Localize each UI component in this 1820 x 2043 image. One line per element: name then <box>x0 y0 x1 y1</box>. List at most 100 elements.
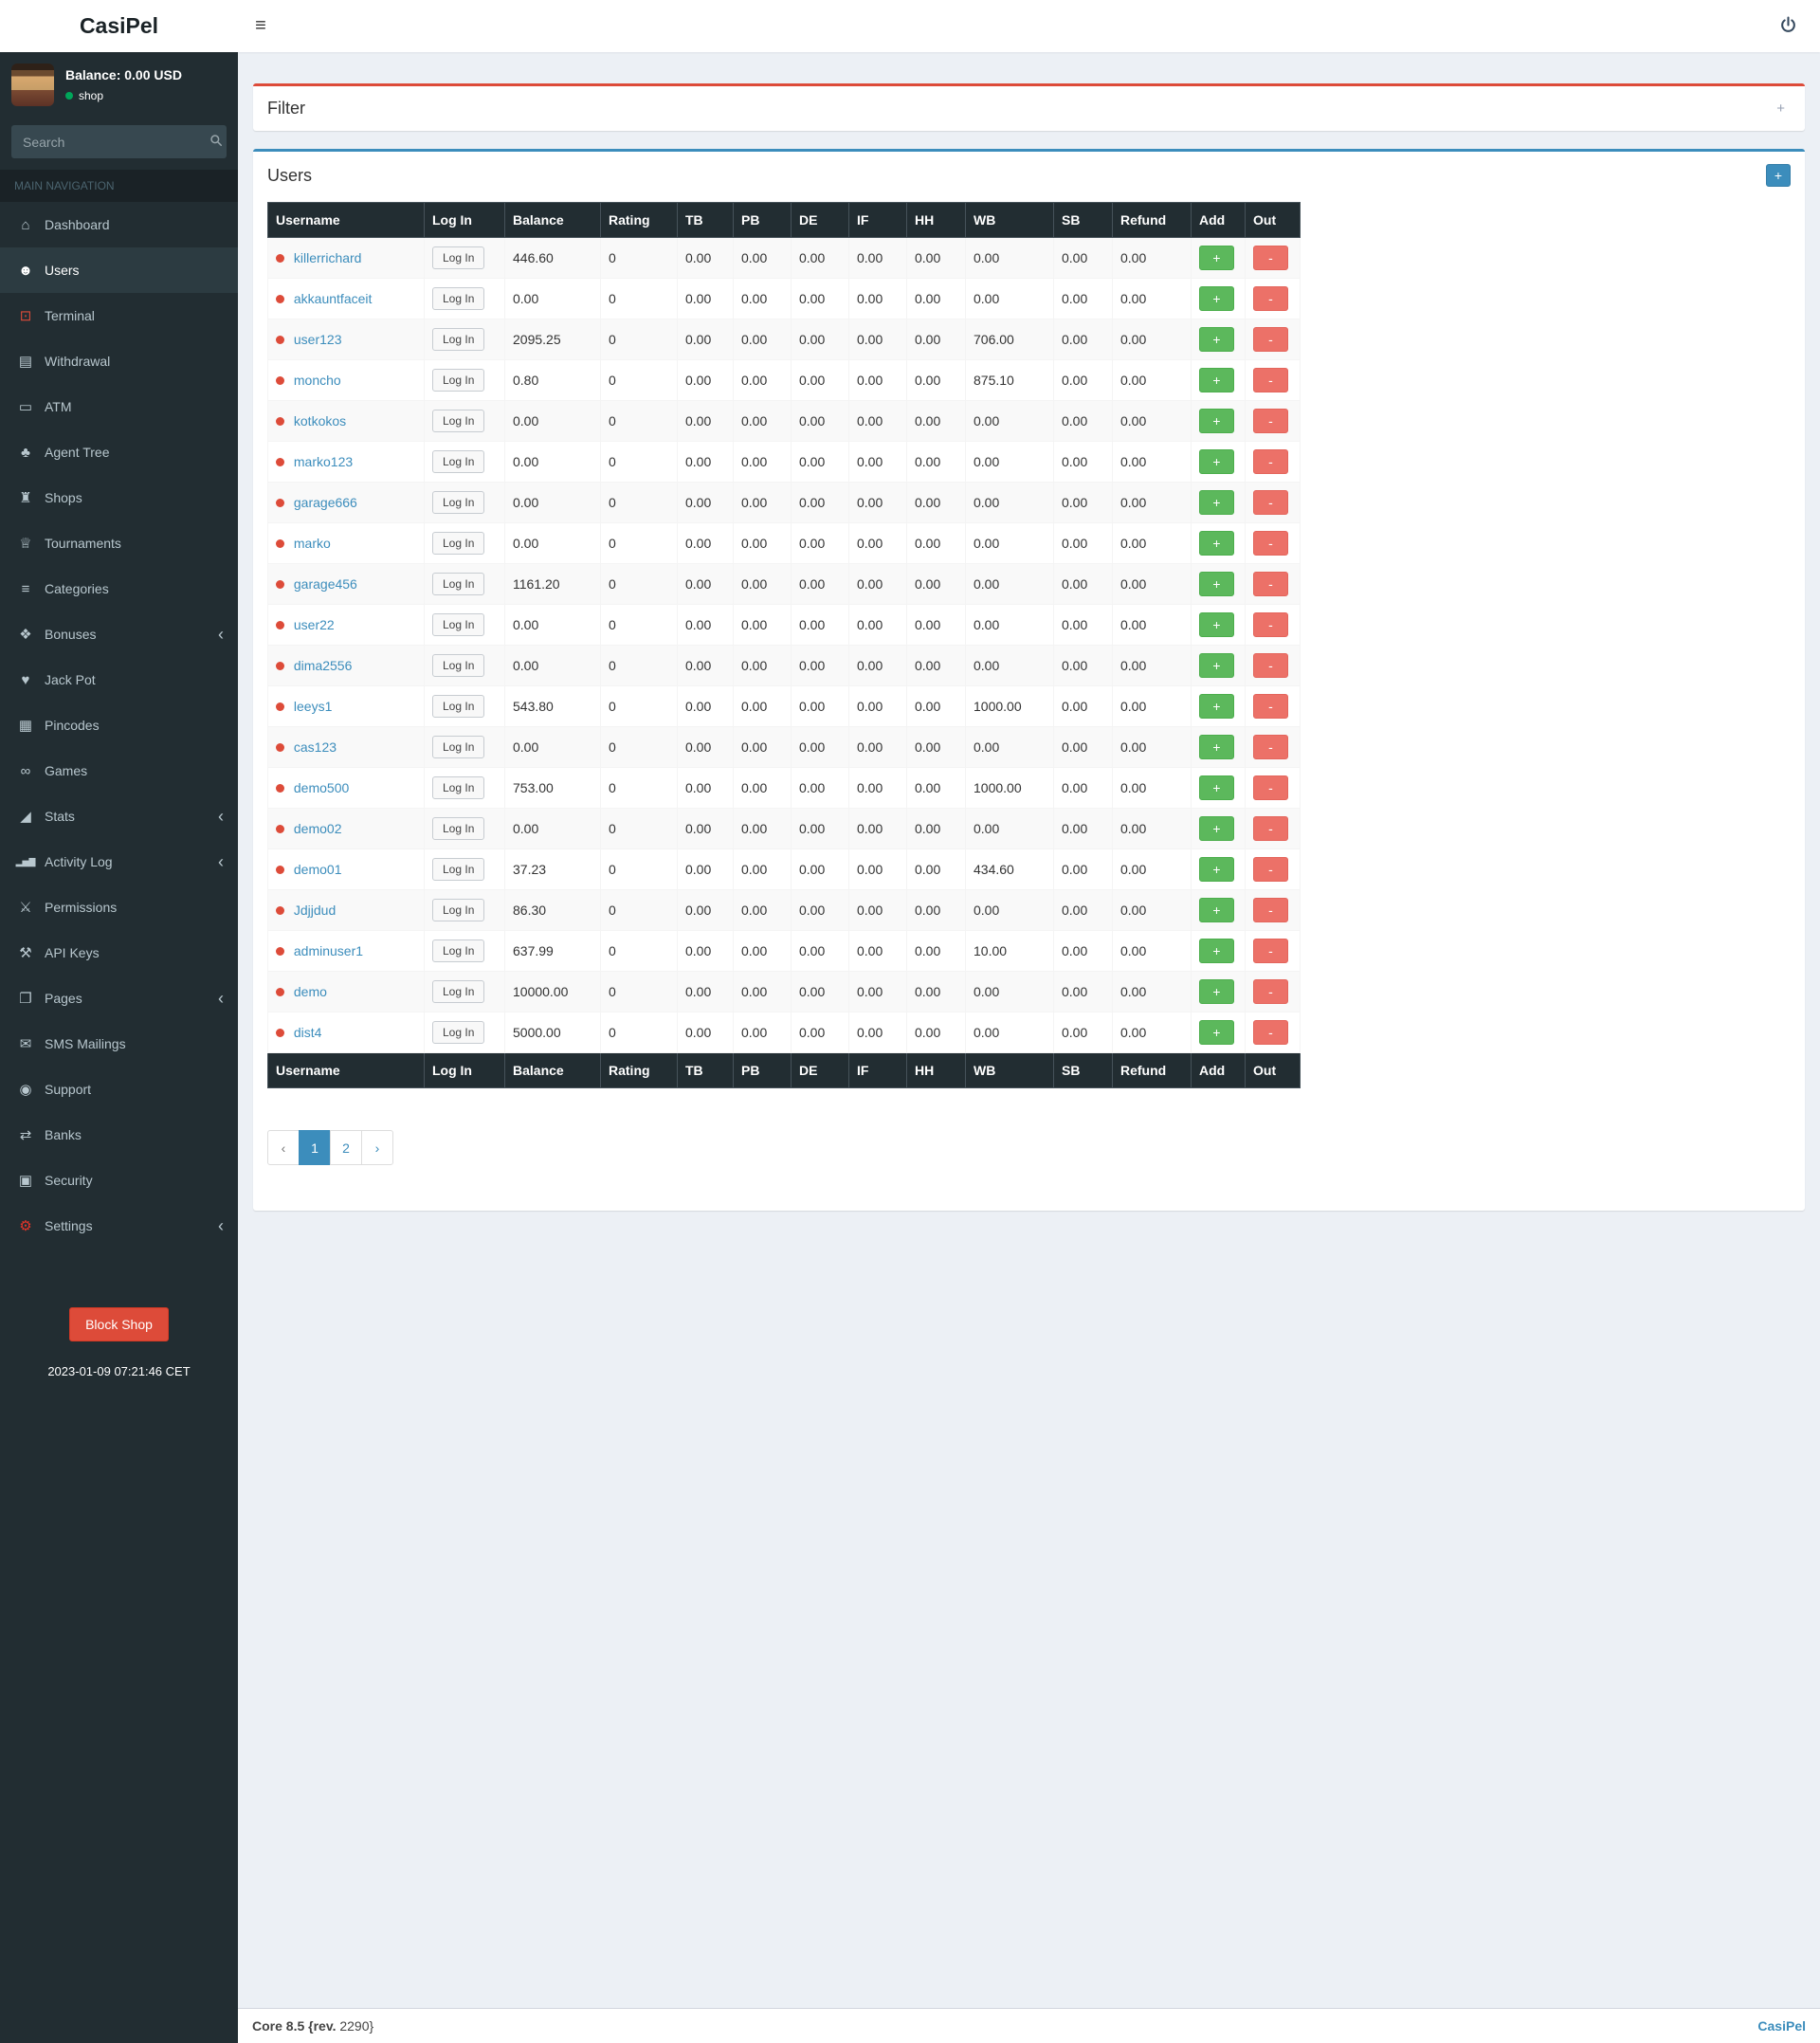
remove-balance-button[interactable]: - <box>1253 979 1288 1004</box>
remove-balance-button[interactable]: - <box>1253 368 1288 392</box>
sidebar-item-activity-log[interactable]: ▂▅▇ Activity Log ‹ <box>0 839 238 885</box>
sidebar-item-banks[interactable]: ⇄ Banks <box>0 1112 238 1158</box>
username-link[interactable]: demo01 <box>293 862 342 877</box>
add-balance-button[interactable]: + <box>1199 694 1234 719</box>
username-link[interactable]: user22 <box>293 617 335 632</box>
block-shop-button[interactable]: Block Shop <box>69 1307 169 1341</box>
add-balance-button[interactable]: + <box>1199 735 1234 759</box>
add-balance-button[interactable]: + <box>1199 612 1234 637</box>
remove-balance-button[interactable]: - <box>1253 857 1288 882</box>
remove-balance-button[interactable]: - <box>1253 246 1288 270</box>
sidebar-item-pincodes[interactable]: ▦ Pincodes <box>0 702 238 748</box>
login-button[interactable]: Log In <box>432 654 485 677</box>
login-button[interactable]: Log In <box>432 980 485 1003</box>
login-button[interactable]: Log In <box>432 817 485 840</box>
add-balance-button[interactable]: + <box>1199 939 1234 963</box>
sidebar-item-api-keys[interactable]: ⚒ API Keys <box>0 930 238 976</box>
pagination-page-1[interactable]: 1 <box>299 1130 331 1165</box>
login-button[interactable]: Log In <box>432 1021 485 1044</box>
add-balance-button[interactable]: + <box>1199 449 1234 474</box>
sidebar-item-security[interactable]: ▣ Security <box>0 1158 238 1203</box>
remove-balance-button[interactable]: - <box>1253 898 1288 922</box>
brand-logo[interactable]: CasiPel <box>79 13 159 38</box>
add-balance-button[interactable]: + <box>1199 775 1234 800</box>
sidebar-item-stats[interactable]: ◢ Stats ‹ <box>0 793 238 839</box>
remove-balance-button[interactable]: - <box>1253 816 1288 841</box>
remove-balance-button[interactable]: - <box>1253 490 1288 515</box>
sidebar-item-pages[interactable]: ❐ Pages ‹ <box>0 976 238 1021</box>
sidebar-item-categories[interactable]: ≡ Categories <box>0 566 238 611</box>
pagination-prev[interactable]: ‹ <box>267 1130 300 1165</box>
login-button[interactable]: Log In <box>432 939 485 962</box>
remove-balance-button[interactable]: - <box>1253 1020 1288 1045</box>
login-button[interactable]: Log In <box>432 736 485 758</box>
pagination-page-2[interactable]: 2 <box>330 1130 362 1165</box>
username-link[interactable]: marko <box>293 536 331 551</box>
sidebar-item-sms-mailings[interactable]: ✉ SMS Mailings <box>0 1021 238 1067</box>
search-input[interactable] <box>11 125 206 158</box>
login-button[interactable]: Log In <box>432 410 485 432</box>
add-balance-button[interactable]: + <box>1199 816 1234 841</box>
username-link[interactable]: dima2556 <box>293 658 353 673</box>
logout-button[interactable] <box>1779 16 1797 37</box>
login-button[interactable]: Log In <box>432 369 485 392</box>
remove-balance-button[interactable]: - <box>1253 612 1288 637</box>
remove-balance-button[interactable]: - <box>1253 939 1288 963</box>
sidebar-item-jack-pot[interactable]: ♥ Jack Pot <box>0 657 238 702</box>
add-balance-button[interactable]: + <box>1199 327 1234 352</box>
add-balance-button[interactable]: + <box>1199 409 1234 433</box>
username-link[interactable]: moncho <box>293 373 341 388</box>
add-balance-button[interactable]: + <box>1199 246 1234 270</box>
pagination-next[interactable]: › <box>361 1130 393 1165</box>
add-balance-button[interactable]: + <box>1199 1020 1234 1045</box>
username-link[interactable]: Jdjjdud <box>293 903 337 918</box>
username-link[interactable]: garage456 <box>293 576 357 592</box>
sidebar-item-terminal[interactable]: ⊡ Terminal <box>0 293 238 338</box>
sidebar-item-dashboard[interactable]: ⌂ Dashboard <box>0 202 238 247</box>
login-button[interactable]: Log In <box>432 776 485 799</box>
add-balance-button[interactable]: + <box>1199 490 1234 515</box>
add-balance-button[interactable]: + <box>1199 979 1234 1004</box>
username-link[interactable]: marko123 <box>293 454 354 469</box>
sidebar-item-tournaments[interactable]: ♕ Tournaments <box>0 520 238 566</box>
hamburger-menu-icon[interactable]: ≡ <box>255 15 266 36</box>
remove-balance-button[interactable]: - <box>1253 531 1288 556</box>
username-link[interactable]: dist4 <box>293 1025 322 1040</box>
username-link[interactable]: adminuser1 <box>293 943 364 958</box>
username-link[interactable]: kotkokos <box>293 413 347 429</box>
add-balance-button[interactable]: + <box>1199 572 1234 596</box>
sidebar-item-withdrawal[interactable]: ▤ Withdrawal <box>0 338 238 384</box>
login-button[interactable]: Log In <box>432 695 485 718</box>
login-button[interactable]: Log In <box>432 532 485 555</box>
login-button[interactable]: Log In <box>432 858 485 881</box>
add-balance-button[interactable]: + <box>1199 368 1234 392</box>
remove-balance-button[interactable]: - <box>1253 449 1288 474</box>
remove-balance-button[interactable]: - <box>1253 694 1288 719</box>
remove-balance-button[interactable]: - <box>1253 286 1288 311</box>
add-user-button[interactable]: + <box>1766 164 1791 187</box>
remove-balance-button[interactable]: - <box>1253 409 1288 433</box>
username-link[interactable]: leeys1 <box>293 699 333 714</box>
login-button[interactable]: Log In <box>432 491 485 514</box>
remove-balance-button[interactable]: - <box>1253 775 1288 800</box>
username-link[interactable]: garage666 <box>293 495 357 510</box>
username-link[interactable]: cas123 <box>293 739 337 755</box>
sidebar-item-games[interactable]: ∞ Games <box>0 748 238 793</box>
remove-balance-button[interactable]: - <box>1253 653 1288 678</box>
sidebar-item-shops[interactable]: ♜ Shops <box>0 475 238 520</box>
footer-brand-link[interactable]: CasiPel <box>1757 2018 1806 2034</box>
filter-expand-icon[interactable]: + <box>1771 99 1791 119</box>
sidebar-item-permissions[interactable]: ⚔ Permissions <box>0 885 238 930</box>
username-link[interactable]: akkauntfaceit <box>293 291 373 306</box>
sidebar-item-agent-tree[interactable]: ♣ Agent Tree <box>0 429 238 475</box>
login-button[interactable]: Log In <box>432 573 485 595</box>
add-balance-button[interactable]: + <box>1199 857 1234 882</box>
login-button[interactable]: Log In <box>432 246 485 269</box>
sidebar-item-atm[interactable]: ▭ ATM <box>0 384 238 429</box>
add-balance-button[interactable]: + <box>1199 653 1234 678</box>
remove-balance-button[interactable]: - <box>1253 572 1288 596</box>
remove-balance-button[interactable]: - <box>1253 735 1288 759</box>
sidebar-item-users[interactable]: ☻ Users <box>0 247 238 293</box>
username-link[interactable]: demo02 <box>293 821 342 836</box>
login-button[interactable]: Log In <box>432 899 485 921</box>
